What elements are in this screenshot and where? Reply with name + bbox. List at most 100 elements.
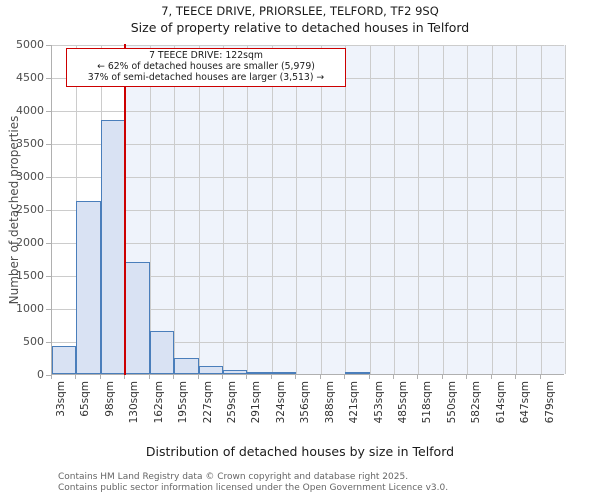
y-axis-tick-label: 4500 bbox=[16, 71, 44, 84]
y-axis-tick-mark bbox=[46, 111, 51, 112]
y-axis-tick-mark bbox=[46, 243, 51, 244]
y-axis-tick-label: 5000 bbox=[16, 38, 44, 51]
gridline-vertical bbox=[516, 45, 518, 374]
y-axis-tick-mark bbox=[46, 276, 51, 277]
x-axis-tick-mark bbox=[270, 375, 272, 379]
y-axis-tick-label: 1000 bbox=[16, 302, 44, 315]
x-axis-tick-label: 614sqm bbox=[494, 381, 507, 424]
x-axis-tick-label: 259sqm bbox=[226, 381, 238, 424]
gridline-vertical bbox=[149, 45, 151, 374]
x-axis-tick-mark bbox=[246, 375, 248, 379]
bar bbox=[125, 262, 150, 374]
x-axis-tick-label: 98sqm bbox=[103, 381, 116, 417]
gridline-vertical bbox=[442, 45, 444, 374]
x-axis-tick-label: 65sqm bbox=[79, 381, 92, 417]
gridline-vertical bbox=[198, 45, 200, 374]
x-axis-tick-label: 388sqm bbox=[323, 381, 336, 424]
x-axis-tick-mark bbox=[417, 375, 419, 379]
x-axis-tick-mark bbox=[148, 375, 150, 379]
x-axis-tick-label: 582sqm bbox=[470, 381, 483, 424]
gridline-vertical bbox=[418, 45, 420, 374]
y-axis-tick-label: 2000 bbox=[16, 236, 44, 249]
gridline-vertical bbox=[247, 45, 249, 374]
footer-line-2: Contains public sector information licen… bbox=[58, 482, 449, 493]
x-axis-tick-mark bbox=[368, 375, 370, 379]
y-axis-tick-label: 3500 bbox=[16, 137, 44, 150]
x-axis-tick-label: 647sqm bbox=[519, 381, 532, 424]
y-axis-tick-label: 500 bbox=[23, 335, 44, 348]
y-axis-tick-mark bbox=[46, 177, 51, 178]
annotation-line-1: 7 TEECE DRIVE: 122sqm bbox=[149, 50, 263, 61]
x-axis-tick-mark bbox=[124, 375, 126, 379]
x-axis-tick-label: 550sqm bbox=[445, 381, 458, 424]
x-axis-title: Distribution of detached houses by size … bbox=[145, 444, 455, 459]
y-axis-tick-mark bbox=[46, 375, 51, 376]
x-axis-tick-mark bbox=[173, 375, 175, 379]
x-axis-tick-mark bbox=[539, 375, 541, 379]
gridline-vertical bbox=[296, 45, 298, 374]
x-axis-tick-mark bbox=[295, 375, 297, 379]
bar bbox=[52, 346, 77, 374]
y-axis-tick-mark bbox=[46, 309, 51, 310]
x-axis-tick-label: 421sqm bbox=[348, 381, 361, 424]
gridline-vertical bbox=[540, 45, 542, 374]
x-axis-tick-label: 518sqm bbox=[421, 381, 434, 424]
property-marker-line bbox=[124, 44, 127, 375]
gridline-horizontal bbox=[52, 342, 564, 343]
chart-title-block: 7, TEECE DRIVE, PRIORSLEE, TELFORD, TF2 … bbox=[0, 4, 600, 36]
x-axis-tick-mark bbox=[466, 375, 468, 379]
y-axis-tick-mark bbox=[46, 342, 51, 343]
gridline-vertical bbox=[491, 45, 493, 374]
gridline-vertical bbox=[467, 45, 469, 374]
gridline-horizontal bbox=[52, 210, 564, 211]
x-axis-tick-mark bbox=[319, 375, 321, 379]
bar bbox=[174, 357, 199, 374]
footer-attribution: Contains HM Land Registry data © Crown c… bbox=[58, 472, 448, 493]
x-axis-tick-label: 33sqm bbox=[55, 381, 67, 417]
bar bbox=[345, 372, 370, 374]
bar bbox=[271, 372, 297, 374]
gridline-horizontal bbox=[52, 144, 564, 145]
x-axis-tick-label: 291sqm bbox=[250, 381, 263, 424]
gridline-vertical bbox=[369, 45, 371, 374]
annotation-line-2: ← 62% of detached houses are smaller (5,… bbox=[97, 61, 315, 73]
gridline-vertical bbox=[565, 45, 566, 374]
x-axis-tick-mark bbox=[393, 375, 394, 379]
y-axis-tick-mark bbox=[46, 144, 51, 145]
y-axis-tick-label: 4000 bbox=[16, 104, 44, 117]
x-axis-tick-mark bbox=[344, 375, 346, 379]
x-axis-tick-mark bbox=[75, 375, 77, 379]
gridline-vertical bbox=[320, 45, 322, 374]
y-axis-tick-label: 0 bbox=[37, 368, 44, 381]
x-axis-tick-label: 227sqm bbox=[201, 381, 214, 424]
bar bbox=[76, 201, 101, 374]
x-axis-tick-mark bbox=[51, 375, 52, 379]
gridline-vertical bbox=[394, 45, 395, 374]
gridline-horizontal bbox=[52, 177, 564, 178]
x-axis-tick-label: 130sqm bbox=[128, 381, 141, 424]
plot-area bbox=[51, 44, 566, 375]
y-axis-tick-label: 1500 bbox=[16, 269, 44, 282]
bar bbox=[223, 370, 248, 374]
x-axis-tick-label: 162sqm bbox=[152, 381, 165, 424]
gridline-vertical bbox=[271, 45, 273, 374]
annotation-line-3: 37% of semi-detached houses are larger (… bbox=[87, 72, 325, 84]
x-axis-tick-mark bbox=[490, 375, 492, 379]
gridline-horizontal bbox=[52, 45, 564, 46]
x-axis-tick-label: 324sqm bbox=[274, 381, 287, 424]
footer-line-1: Contains HM Land Registry data © Crown c… bbox=[58, 472, 409, 482]
x-axis-tick-mark bbox=[197, 375, 199, 379]
gridline-horizontal bbox=[52, 111, 564, 112]
gridline-horizontal bbox=[52, 309, 564, 310]
x-axis-tick-mark bbox=[515, 375, 517, 379]
gridline-horizontal bbox=[52, 243, 564, 244]
y-axis-tick-mark bbox=[46, 78, 51, 79]
bar bbox=[198, 366, 223, 374]
x-axis-tick-mark bbox=[99, 375, 101, 379]
gridline-vertical bbox=[174, 45, 176, 374]
gridline-vertical bbox=[345, 45, 347, 374]
y-axis-tick-mark bbox=[46, 45, 51, 46]
y-axis-tick-mark bbox=[46, 210, 51, 211]
x-axis-tick-mark bbox=[222, 375, 223, 379]
